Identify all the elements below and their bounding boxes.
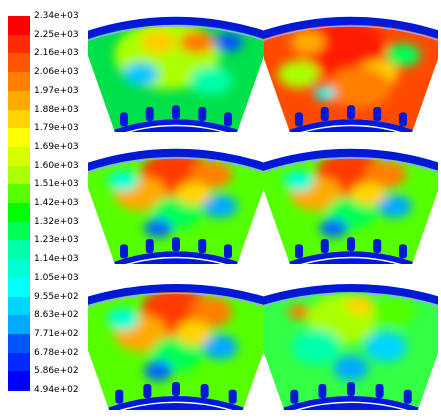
contour-panel-middle-right — [264, 136, 438, 264]
inner-gap-line — [300, 256, 402, 264]
rotor-tooth — [198, 238, 207, 253]
legend-label: 1.60e+03 — [34, 160, 79, 171]
outer-casing-band — [264, 284, 438, 305]
contour-panel-bottom-right — [264, 270, 438, 410]
outer-ring-line — [88, 25, 264, 42]
legend-label: 2.16e+03 — [34, 48, 79, 59]
rotor-tooth — [375, 383, 384, 398]
legend-swatch — [8, 109, 30, 129]
legend-label: 1.42e+03 — [34, 198, 79, 208]
legend-label: 1.97e+03 — [34, 85, 79, 96]
outer-ring-line — [264, 25, 438, 41]
outer-casing-band — [88, 148, 264, 172]
rotor-tooth — [200, 383, 209, 398]
legend-swatch — [8, 128, 30, 148]
legend-label: 2.25e+03 — [34, 29, 79, 40]
legend-swatch — [8, 184, 30, 204]
outer-ring-line — [88, 292, 264, 307]
inner-gap-line — [119, 401, 233, 410]
rotor-tooth — [145, 106, 154, 121]
rotor-tooth — [198, 106, 207, 121]
legend-swatch — [8, 53, 30, 73]
legend-swatch — [8, 240, 30, 260]
inner-gap-line — [300, 124, 402, 132]
legend-swatch — [8, 146, 30, 167]
rotor-tooth — [143, 383, 152, 398]
rotor-tooth — [399, 112, 408, 127]
outer-ring-line — [88, 157, 264, 174]
contour-panel-top-right — [264, 4, 438, 132]
legend-label: 1.79e+03 — [34, 123, 79, 134]
rotor-tooth — [172, 237, 180, 252]
rotor-tooth — [145, 238, 154, 253]
rotor-tooth — [290, 389, 299, 404]
rotor-tooth — [119, 112, 128, 127]
rotor-tooth — [399, 244, 408, 259]
legend-label: 6.78e+02 — [34, 347, 79, 358]
rotor-tooth — [224, 244, 233, 259]
contour-panel-top-left — [88, 4, 264, 132]
rotor-tooth — [347, 382, 355, 396]
rotor-tooth — [115, 389, 124, 404]
rotor-tooth — [318, 383, 327, 398]
legend-label: 2.06e+03 — [34, 67, 79, 78]
rotor-tooth — [119, 244, 128, 259]
outer-casing-band — [264, 148, 438, 171]
legend-label: 1.88e+03 — [34, 104, 79, 115]
rotor-tooth — [294, 244, 303, 259]
legend-swatch — [8, 165, 30, 185]
legend-swatch — [8, 315, 30, 335]
inner-rotor-band — [283, 396, 419, 410]
rotor-tooth — [373, 106, 382, 121]
rotor-tooth — [294, 112, 303, 127]
legend-label: 1.05e+03 — [34, 272, 79, 283]
legend-swatch — [8, 296, 30, 316]
inner-rotor-band — [108, 396, 244, 410]
legend-label: 9.55e+02 — [34, 291, 79, 302]
outer-casing-band — [264, 16, 438, 39]
legend-swatch — [8, 203, 30, 223]
legend-swatch — [8, 259, 30, 279]
outer-casing-band — [88, 16, 264, 40]
legend-label: 1.14e+03 — [34, 254, 79, 265]
outer-ring-line — [264, 157, 438, 173]
rotor-tooth — [347, 105, 355, 120]
rotor-tooth — [347, 237, 355, 252]
contour-panel-bottom-left — [88, 270, 264, 410]
legend-label: 1.51e+03 — [34, 179, 79, 190]
inner-gap-line — [125, 256, 227, 264]
legend-swatch — [8, 72, 30, 92]
legend-label: 7.71e+02 — [34, 328, 79, 339]
rotor-tooth — [224, 112, 233, 127]
rotor-tooth — [228, 389, 237, 404]
rotor-tooth — [172, 382, 180, 396]
inner-gap-line — [294, 401, 408, 410]
rotor-tooth — [172, 105, 180, 120]
legend-label: 1.32e+03 — [34, 216, 79, 227]
legend-label: 5.86e+02 — [34, 366, 79, 377]
legend-swatch — [8, 352, 30, 372]
rotor-tooth — [403, 389, 412, 404]
inner-gap-line — [125, 124, 227, 132]
outer-ring-line — [264, 292, 438, 307]
legend-label: 8.63e+02 — [34, 310, 79, 321]
legend-label: 4.94e+02 — [34, 385, 79, 395]
legend-swatch — [8, 333, 30, 354]
legend-label: 2.34e+03 — [34, 11, 79, 21]
legend-swatch — [8, 277, 30, 298]
rotor-tooth — [320, 106, 329, 121]
rotor-tooth — [320, 238, 329, 253]
legend-label: 1.69e+03 — [34, 141, 79, 152]
rotor-tooth — [373, 238, 382, 253]
legend-swatch — [8, 221, 30, 241]
legend-swatch — [8, 34, 30, 54]
legend-swatch — [8, 90, 30, 111]
contour-panel-middle-left — [88, 136, 264, 264]
color-scale-legend: 2.34e+03 2.25e+03 2.16e+03 2.06e+03 1.97e+03… — [8, 8, 82, 400]
outer-casing-band — [88, 284, 264, 305]
legend-swatch — [8, 371, 30, 391]
legend-swatch — [8, 16, 30, 36]
legend-label: 1.23e+03 — [34, 235, 79, 246]
